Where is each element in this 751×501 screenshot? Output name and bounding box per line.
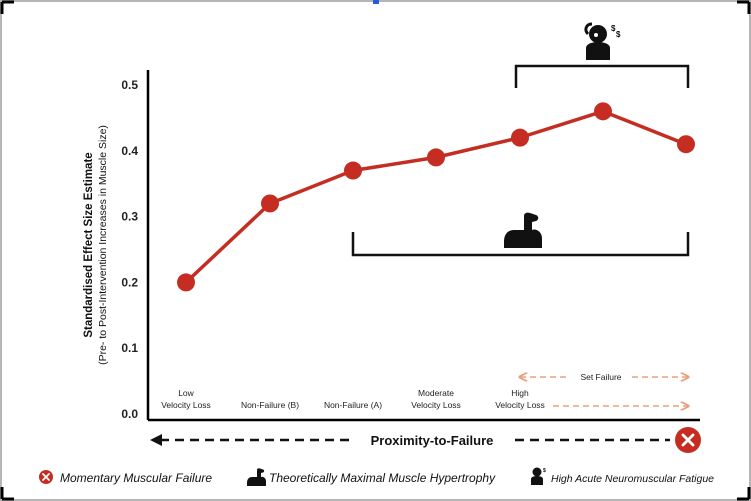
- data-point: [427, 148, 445, 167]
- legend-label-hypertrophy: Theoretically Maximal Muscle Hypertrophy: [269, 471, 496, 485]
- flexed-arm-icon: [504, 212, 542, 248]
- category-label-non-failure-b: Non-Failure (B): [241, 400, 299, 410]
- flexed-arm-icon: [247, 468, 266, 486]
- svg-text:$: $: [616, 30, 621, 39]
- data-series: [177, 102, 695, 292]
- category-label-moderate-velocity-loss: Moderate Velocity Loss: [411, 388, 461, 410]
- data-point: [594, 102, 612, 121]
- crop-mark: [737, 487, 751, 501]
- y-tick-label: 0.5: [121, 78, 138, 92]
- crop-mark: [0, 0, 14, 14]
- x-axis-title: Proximity-to-Failure: [371, 433, 494, 448]
- category-label-non-failure-a: Non-Failure (A): [324, 400, 382, 410]
- x-circle-icon: [675, 427, 701, 453]
- stressed-head-icon: $: [531, 467, 546, 485]
- category-label-high-velocity-loss: High Velocity Loss: [495, 388, 545, 410]
- legend-label-fatigue: High Acute Neuromuscular Fatigue: [551, 473, 714, 485]
- y-tick-label: 0.1: [121, 341, 138, 355]
- y-tick-label: 0.3: [121, 210, 138, 224]
- set-failure-label: Set Failure: [580, 372, 621, 382]
- hypertrophy-bracket: [351, 232, 690, 257]
- svg-text:$: $: [543, 468, 546, 474]
- data-point: [177, 273, 195, 292]
- x-arrow-head: [150, 434, 162, 446]
- data-point: [261, 194, 279, 213]
- y-tick-label: 0.0: [121, 407, 138, 421]
- y-axis-subtitle: (Pre- to Post-Intervention Increases in …: [97, 125, 109, 365]
- fatigue-bracket: [514, 64, 690, 88]
- y-tick-label: 0.4: [121, 144, 138, 158]
- stressed-head-icon: $ $: [584, 22, 621, 60]
- x-circle-icon: [39, 470, 53, 484]
- crop-mark: [0, 487, 14, 501]
- legend-label-failure: Momentary Muscular Failure: [60, 471, 212, 485]
- data-point: [511, 128, 529, 147]
- series-line: [184, 109, 687, 284]
- data-point: [344, 161, 362, 180]
- svg-text:$: $: [611, 24, 616, 33]
- data-point: [677, 135, 695, 154]
- y-tick-label: 0.2: [121, 275, 138, 289]
- crop-mark: [737, 0, 751, 14]
- category-label-low-velocity-loss: Low Velocity Loss: [161, 388, 211, 410]
- y-axis-title: Standardised Effect Size Estimate: [83, 152, 95, 337]
- y-tick-labels: 0.0 0.1 0.2 0.3 0.4 0.5: [121, 78, 138, 421]
- top-marker: [373, 0, 379, 4]
- legend: Momentary Muscular Failure Theoretically…: [39, 467, 714, 486]
